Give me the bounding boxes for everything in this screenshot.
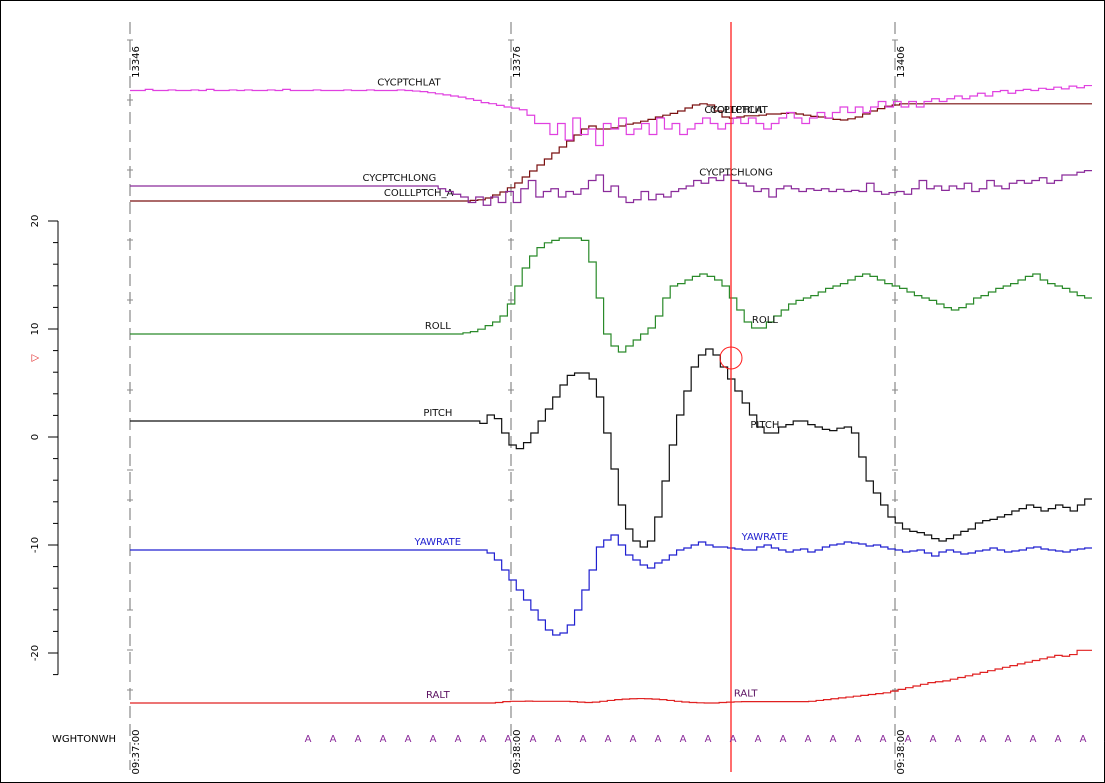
discrete-track-symbol: A (405, 734, 412, 745)
time-marker-time-label: 09:37:00 (131, 730, 142, 775)
discrete-track-symbol: A (805, 734, 812, 745)
discrete-track-symbol: A (1030, 734, 1037, 745)
time-marker-frame-label: 13346 (131, 46, 142, 78)
cursor-point-marker (719, 346, 743, 370)
discrete-track-symbol: A (305, 734, 312, 745)
time-marker-time-label: 09:38:00 (512, 730, 523, 775)
y-axis-tick-label: 10 (30, 323, 41, 336)
series-line-pitch (130, 348, 1092, 548)
discrete-track-symbol: A (755, 734, 762, 745)
series-label-cycptchlat: CYCPTCHLAT (377, 78, 441, 89)
time-marker-frame-label: 13406 (896, 46, 907, 78)
series-line-yawrate (130, 534, 1092, 636)
series-line-roll (130, 237, 1092, 353)
discrete-track-symbol: A (830, 734, 837, 745)
discrete-track-symbol: A (655, 734, 662, 745)
series-label-pitch: PITCH (750, 420, 779, 431)
discrete-track-symbol: A (855, 734, 862, 745)
series-label-collptch: COLLPTCH (710, 105, 762, 116)
y-axis-tick-label: -20 (30, 645, 41, 661)
discrete-track-symbol: A (605, 734, 612, 745)
series-label-ralt: RALT (734, 689, 759, 700)
series-label-ralt: RALT (426, 690, 451, 701)
discrete-track-symbol: A (480, 734, 487, 745)
series-label-roll: ROLL (425, 321, 451, 332)
y-axis-tick-label: 20 (30, 215, 41, 228)
time-marker-frame-label: 13376 (512, 46, 523, 78)
discrete-track-symbol: A (355, 734, 362, 745)
discrete-track-symbol: A (455, 734, 462, 745)
discrete-track-symbol: A (430, 734, 437, 745)
discrete-track-symbol: A (1005, 734, 1012, 745)
series-label-roll: ROLL (752, 315, 778, 326)
discrete-track-symbol: A (880, 734, 887, 745)
series-line-cycptchlong (130, 170, 1092, 206)
discrete-track-symbol: A (980, 734, 987, 745)
series-label-cycptchlong: CYCPTCHLONG (362, 173, 436, 184)
discrete-track-symbol: A (680, 734, 687, 745)
discrete-track-symbol: A (505, 734, 512, 745)
discrete-track-symbol: A (780, 734, 787, 745)
discrete-track-symbol: A (730, 734, 737, 745)
series-label-collptch: COLLLPTCH_A (384, 188, 454, 199)
discrete-track-name: WGHTONWH (52, 734, 116, 745)
discrete-track-symbol: A (330, 734, 337, 745)
series-line-collptch (130, 103, 1092, 202)
series-line-ralt (130, 649, 1092, 704)
time-marker-time-label: 09:38:00 (896, 730, 907, 775)
series-label-yawrate: YAWRATE (414, 537, 462, 548)
series-label-cycptchlat: CYCPTCHLAT (704, 105, 768, 116)
series-label-pitch: PITCH (423, 408, 452, 419)
discrete-track-symbol: A (905, 734, 912, 745)
y-axis-marker-icon: ▽ (30, 354, 41, 362)
discrete-track-symbol: A (1055, 734, 1062, 745)
y-axis-tick-label: -10 (30, 537, 41, 553)
discrete-track-symbol: A (705, 734, 712, 745)
discrete-track-symbol: A (955, 734, 962, 745)
discrete-track-symbol: A (630, 734, 637, 745)
series-label-cycptchlong: CYCPTCHLONG (699, 168, 773, 179)
discrete-track-symbol: A (530, 734, 537, 745)
series-line-cycptchlat (130, 84, 1092, 147)
y-axis-tick-label: 0 (30, 434, 41, 440)
discrete-track-symbol: A (930, 734, 937, 745)
discrete-track-symbol: A (1080, 734, 1087, 745)
series-label-yawrate: YAWRATE (741, 532, 789, 543)
discrete-track-symbol: A (380, 734, 387, 745)
discrete-track-symbol: A (580, 734, 587, 745)
discrete-track-symbol: A (555, 734, 562, 745)
